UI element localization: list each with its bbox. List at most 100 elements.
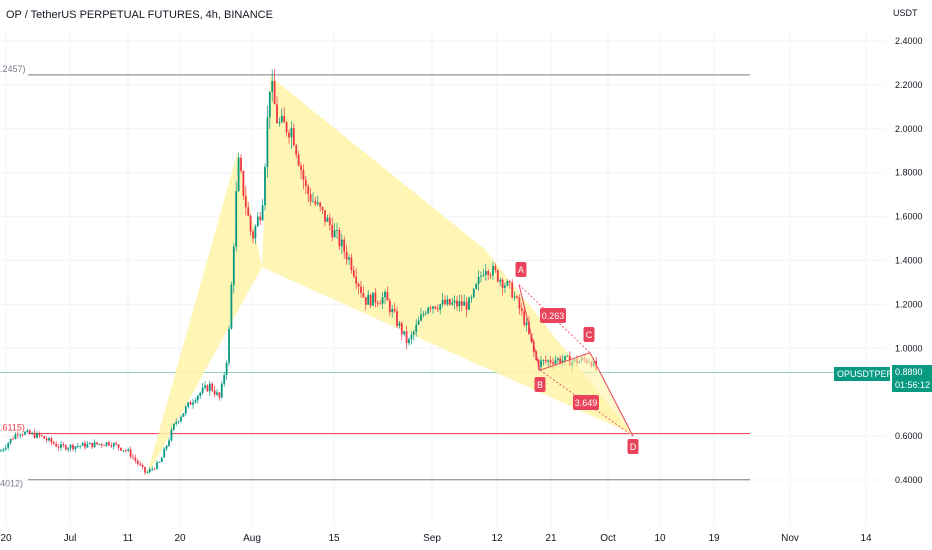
candle-body [134,457,137,461]
candle-body [312,201,314,203]
candle-body [374,292,377,303]
candle-body [360,286,362,294]
ratio-label: 3.649 [575,398,598,408]
pattern-point-label: B [537,380,543,390]
x-tick-label: 20 [0,533,12,544]
candle-body [218,392,221,398]
x-tick-label: Sep [423,533,441,544]
candle-body [393,309,396,312]
symbol-badge: OPUSDTPERP [834,367,899,381]
candle-body [324,210,326,222]
candle-body [372,292,374,306]
candle-body [348,257,350,260]
candle-body [148,469,151,473]
candle-body [297,154,300,166]
candle-body [369,294,372,306]
candles [0,69,598,476]
candle-body [230,284,233,329]
candle-body [523,311,526,325]
candle-body [549,360,552,363]
candle-body [45,438,48,441]
candle-body [175,421,178,424]
candle-body [252,231,254,239]
level-label: 4012) [0,479,23,489]
candle-body [74,446,77,450]
horizontal-levels: .2457) .6115) 4012) [0,64,885,489]
candle-body [168,440,170,446]
candle-body [187,402,190,407]
candle-body [352,270,355,277]
candle-body [139,463,142,465]
candle-body [240,157,242,171]
candle-body [69,444,72,449]
pattern-point-label: D [630,442,637,452]
candle-body [285,122,288,133]
candle-body [153,468,156,470]
candle-body [91,442,94,448]
x-tick-label: 19 [708,533,720,544]
last-price-badge: 0.8890 [892,365,932,379]
candle-body [444,300,446,305]
y-tick-label: 0.4000 [895,475,923,485]
candle-body [300,165,302,171]
ratio-label-bg [540,308,566,323]
candle-body [115,443,118,445]
candle-body [158,462,161,463]
y-tick-label: 1.6000 [895,212,923,222]
pattern-point-label-bg [515,262,527,277]
candle-body [110,445,113,447]
candle-body [412,331,415,335]
candle-body [244,196,247,208]
candle-body [513,296,516,298]
candle-body [136,460,139,464]
candle-body [232,246,235,285]
candle-body [124,450,127,452]
candle-body [273,81,276,105]
candle-body [276,104,278,124]
candle-body [427,307,430,314]
candle-body [304,179,307,187]
x-tick-label: 10 [654,533,666,544]
candle-body [566,355,569,357]
candle-body [127,449,130,451]
candle-body [379,303,382,305]
candle-body [19,434,22,436]
candle-body [50,438,53,443]
candle-body [451,302,454,305]
candle-body [432,306,434,309]
candle-body [417,320,420,325]
candle-body [194,400,197,403]
ratio-label-bg [573,395,599,410]
x-tick-label: 11 [123,533,134,544]
x-tick-label: Oct [600,533,616,544]
candle-body [456,300,458,307]
candle-body [396,311,398,326]
candle-body [388,300,391,313]
candle-body [403,331,406,335]
candle-body [26,430,29,432]
level-label: .6115) [0,423,25,433]
candle-body [492,266,494,276]
candle-body [7,443,10,448]
candle-body [31,432,34,434]
candle-body [405,331,408,344]
candle-body [408,339,410,344]
candle-body [331,225,334,238]
candle-body [319,202,322,208]
candle-body [261,205,264,221]
candle-body [192,402,194,405]
x-tick-label: 20 [174,533,186,544]
candle-body [436,308,439,310]
candle-body [24,431,26,435]
candle-body [184,406,187,414]
candle-body [441,300,444,305]
time-axis[interactable]: 20 Jul 11 20 Aug 15 Sep 12 21 Oct 10 19 Nov 14 [0,533,872,544]
candle-body [328,217,331,226]
pattern-point-label-bg [583,327,595,342]
candle-body [415,324,418,332]
candle-body [129,449,132,457]
candle-body [165,445,168,449]
price-axis[interactable]: 2.4000 2.2000 2.0000 1.8000 1.6000 1.4000 1.20… [895,36,923,485]
candle-body [52,442,55,444]
